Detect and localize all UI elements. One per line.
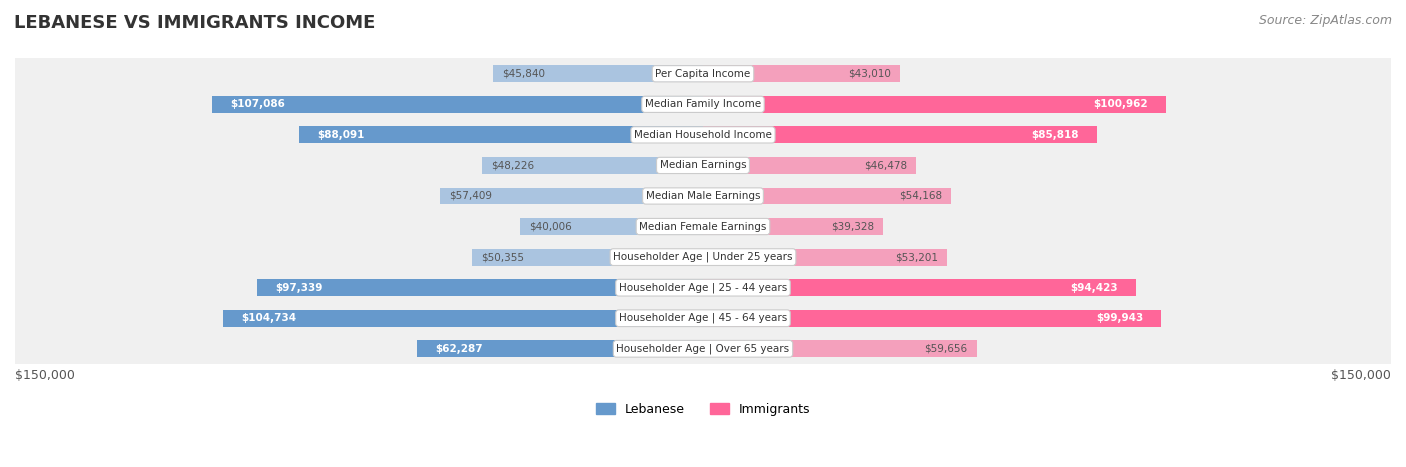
Bar [492, 65, 703, 82]
Legend: Lebanese, Immigrants: Lebanese, Immigrants [591, 398, 815, 421]
Text: Median Male Earnings: Median Male Earnings [645, 191, 761, 201]
Text: Median Female Earnings: Median Female Earnings [640, 221, 766, 232]
Text: $45,840: $45,840 [502, 69, 546, 79]
Text: Source: ZipAtlas.com: Source: ZipAtlas.com [1258, 14, 1392, 27]
Bar [482, 157, 703, 174]
Bar [703, 157, 917, 174]
Bar [418, 340, 703, 357]
Text: $88,091: $88,091 [318, 130, 364, 140]
Bar [703, 127, 1097, 143]
Bar [15, 150, 1391, 181]
Bar [703, 96, 1166, 113]
Bar [519, 218, 703, 235]
Text: $43,010: $43,010 [848, 69, 891, 79]
Text: LEBANESE VS IMMIGRANTS INCOME: LEBANESE VS IMMIGRANTS INCOME [14, 14, 375, 32]
Bar [222, 310, 703, 326]
Text: $62,287: $62,287 [436, 344, 484, 354]
Text: Median Earnings: Median Earnings [659, 161, 747, 170]
Text: $85,818: $85,818 [1031, 130, 1078, 140]
Text: $40,006: $40,006 [529, 221, 571, 232]
Text: $150,000: $150,000 [15, 368, 75, 382]
Bar [703, 279, 1136, 296]
Bar [703, 188, 952, 205]
Text: $39,328: $39,328 [831, 221, 875, 232]
Text: Per Capita Income: Per Capita Income [655, 69, 751, 79]
Bar [15, 333, 1391, 364]
Bar [703, 218, 883, 235]
Bar [212, 96, 703, 113]
Bar [15, 211, 1391, 242]
Bar [299, 127, 703, 143]
Text: Median Household Income: Median Household Income [634, 130, 772, 140]
Text: $107,086: $107,086 [231, 99, 285, 109]
Text: $150,000: $150,000 [1331, 368, 1391, 382]
Text: Householder Age | 45 - 64 years: Householder Age | 45 - 64 years [619, 313, 787, 324]
Text: Householder Age | 25 - 44 years: Householder Age | 25 - 44 years [619, 283, 787, 293]
Text: $99,943: $99,943 [1095, 313, 1143, 323]
Bar [472, 249, 703, 266]
Bar [703, 249, 948, 266]
Text: $53,201: $53,201 [894, 252, 938, 262]
Bar [15, 58, 1391, 89]
Bar [703, 340, 977, 357]
Text: Median Family Income: Median Family Income [645, 99, 761, 109]
Bar [15, 303, 1391, 333]
Bar [15, 242, 1391, 272]
Text: $97,339: $97,339 [276, 283, 322, 293]
Bar [703, 310, 1161, 326]
Text: $59,656: $59,656 [924, 344, 967, 354]
Text: $50,355: $50,355 [481, 252, 524, 262]
Bar [703, 65, 900, 82]
Bar [15, 120, 1391, 150]
Bar [256, 279, 703, 296]
Bar [15, 272, 1391, 303]
Text: $46,478: $46,478 [863, 161, 907, 170]
Bar [440, 188, 703, 205]
Bar [15, 89, 1391, 120]
Text: Householder Age | Under 25 years: Householder Age | Under 25 years [613, 252, 793, 262]
Text: $94,423: $94,423 [1070, 283, 1118, 293]
Text: $57,409: $57,409 [449, 191, 492, 201]
Bar [15, 181, 1391, 211]
Text: $100,962: $100,962 [1092, 99, 1147, 109]
Text: $48,226: $48,226 [491, 161, 534, 170]
Text: $104,734: $104,734 [240, 313, 297, 323]
Text: $54,168: $54,168 [900, 191, 942, 201]
Text: Householder Age | Over 65 years: Householder Age | Over 65 years [616, 344, 790, 354]
